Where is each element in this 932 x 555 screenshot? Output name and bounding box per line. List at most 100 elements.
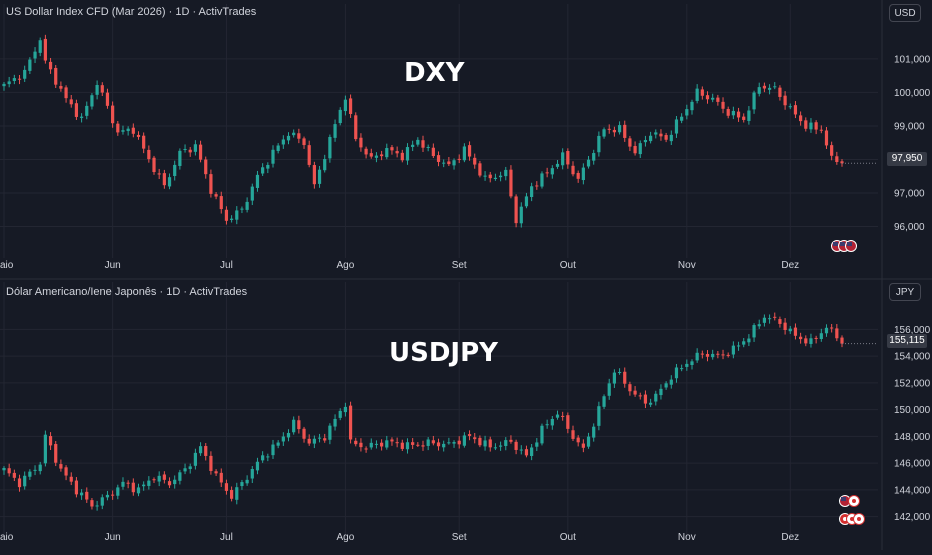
top-candle-body: [654, 132, 658, 135]
bottom-candle-body: [483, 440, 487, 447]
bottom-candle-body: [830, 327, 834, 329]
us-flag-icon[interactable]: [845, 240, 857, 252]
bottom-x-tick-label: aio: [0, 532, 14, 543]
top-candle-body: [436, 155, 441, 162]
top-candle-body: [12, 78, 16, 81]
top-candle-body: [819, 129, 823, 131]
bottom-candle-body: [12, 472, 16, 478]
bottom-candle-body: [426, 439, 430, 446]
bottom-candle-body: [209, 455, 213, 471]
bottom-candle-body: [255, 461, 260, 471]
top-candle-body: [390, 147, 394, 151]
bottom-candle-body: [152, 479, 156, 481]
top-candle-body: [571, 165, 575, 175]
top-candle-body: [540, 173, 544, 187]
bottom-candle-body: [628, 384, 632, 392]
top-candle-body: [126, 128, 130, 132]
top-candle-body: [550, 168, 554, 175]
top-candle-body: [209, 174, 213, 194]
top-candle-body: [669, 134, 673, 142]
top-candle-body: [90, 95, 94, 107]
top-candle-body: [198, 144, 203, 160]
top-candle-body: [638, 143, 642, 155]
bottom-candle-body: [654, 393, 658, 402]
top-candle-body: [281, 139, 285, 145]
bottom-candle-body: [173, 479, 177, 485]
top-candle-body: [586, 159, 591, 167]
top-candle-body: [421, 140, 425, 148]
bottom-y-tick-label: 144,000: [894, 485, 931, 496]
top-currency-button[interactable]: USD: [889, 4, 921, 22]
top-candle-body: [7, 81, 11, 85]
bottom-x-tick-label: Set: [452, 532, 467, 543]
bottom-candle-body: [447, 442, 451, 444]
bottom-candle-body: [230, 490, 234, 499]
bottom-candle-body: [364, 448, 368, 450]
bottom-candle-body: [462, 435, 466, 446]
top-candle-body: [230, 218, 234, 220]
bottom-y-tick-label: 146,000: [894, 459, 931, 470]
top-candle-body: [385, 148, 389, 158]
top-candle-body: [178, 150, 182, 166]
bottom-candle-body: [286, 432, 291, 438]
top-candle-body: [612, 129, 616, 133]
top-candle-body: [649, 135, 653, 142]
bottom-candle-body: [400, 442, 404, 449]
bottom-candle-body: [602, 396, 606, 407]
top-candle-body: [633, 145, 637, 154]
bottom-currency-button[interactable]: JPY: [889, 283, 921, 301]
bottom-candle-body: [390, 439, 394, 442]
top-candle-body: [79, 116, 84, 118]
top-x-tick-label: Jul: [220, 260, 233, 271]
bottom-candle-body: [105, 494, 110, 498]
bottom-candle-body: [649, 402, 653, 405]
top-candle-body: [830, 145, 834, 156]
bottom-candle-body: [457, 440, 461, 445]
bottom-candle-body: [809, 338, 813, 344]
top-x-tick-label: aio: [0, 260, 14, 271]
bottom-flags-group-1[interactable]: [839, 495, 875, 509]
top-candle-body: [431, 147, 435, 157]
bottom-y-tick-label: 142,000: [894, 512, 931, 523]
top-candle-body: [488, 174, 492, 179]
bottom-last-price-label: 155,115: [887, 334, 927, 348]
top-candle-body: [111, 105, 115, 124]
bottom-candle-body: [369, 442, 373, 448]
jp-flag-icon[interactable]: [848, 495, 860, 507]
bottom-candle-body: [297, 420, 301, 430]
bottom-candle-body: [514, 441, 518, 450]
top-candle-body: [69, 99, 73, 105]
top-candle-body: [48, 61, 53, 70]
bottom-candle-body: [64, 467, 68, 476]
top-candle-body: [519, 206, 523, 224]
top-candle-body: [297, 133, 301, 139]
bottom-candle-body: [312, 438, 316, 444]
bottom-candle-body: [762, 317, 767, 323]
bottom-candle-body: [79, 492, 84, 496]
bottom-flags-group-2[interactable]: [839, 513, 875, 527]
jp-flag-icon[interactable]: [853, 513, 865, 525]
bottom-candle-body: [747, 338, 751, 343]
bottom-candle-body: [478, 437, 482, 446]
bottom-pane-title: Dólar Americano/Iene Japonês · 1D · Acti…: [6, 286, 248, 298]
bottom-candle-body: [38, 464, 42, 472]
bottom-candle-body: [385, 440, 389, 448]
bottom-candle-body: [59, 464, 63, 469]
bottom-candle-body: [783, 322, 787, 331]
top-candle-body: [411, 144, 415, 147]
top-candle-body: [493, 177, 498, 180]
top-candle-body: [116, 123, 120, 133]
top-y-tick-label: 101,000: [894, 54, 931, 65]
top-candle-body: [312, 165, 316, 185]
bottom-candle-body: [17, 478, 22, 488]
bottom-candle-body: [540, 425, 544, 444]
bottom-candle-body: [819, 333, 823, 340]
top-candle-body: [483, 175, 487, 177]
bottom-candle-body: [633, 390, 637, 395]
bottom-candle-body: [380, 442, 384, 447]
bottom-candle-body: [524, 449, 529, 456]
bottom-candle-body: [793, 327, 798, 336]
top-candle-body: [374, 155, 379, 158]
top-flags-group[interactable]: [831, 240, 867, 254]
